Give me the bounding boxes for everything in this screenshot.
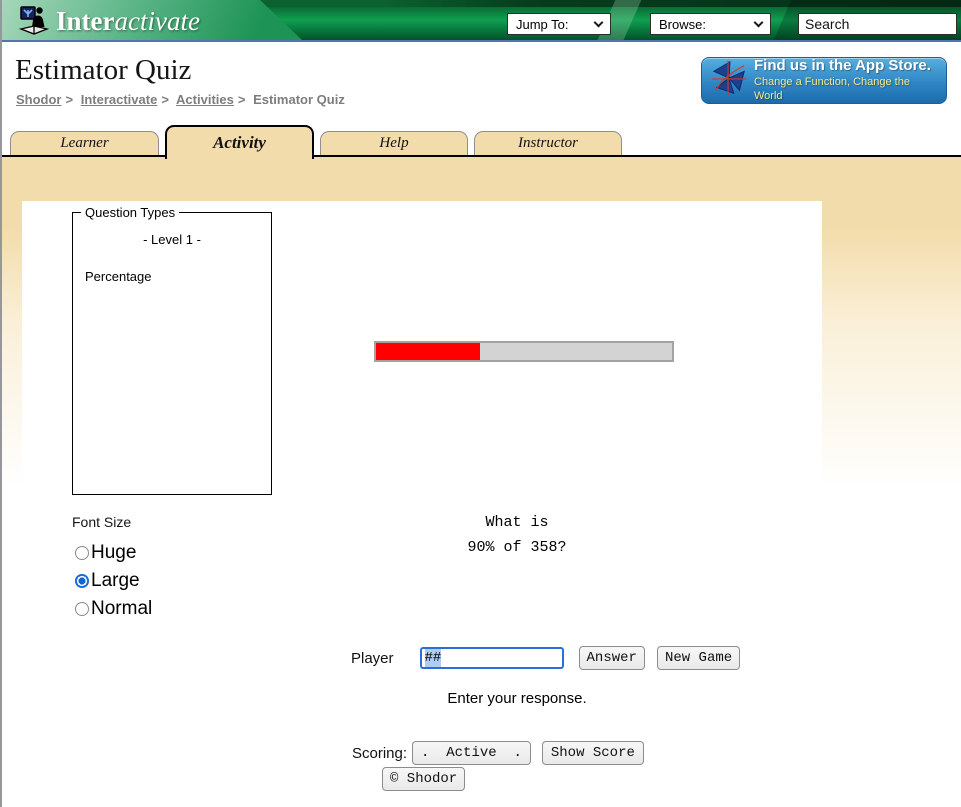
site-header: Interactivate Jump To: Browse:	[2, 0, 961, 42]
page-title: Estimator Quiz	[15, 54, 192, 86]
radio-option-normal[interactable]: Normal	[75, 595, 152, 623]
progress-bar	[374, 341, 674, 362]
question-types-fieldset: Question Types - Level 1 - Percentage	[72, 205, 272, 495]
tab-instructor[interactable]: Instructor	[474, 131, 622, 155]
question-line-2: 90% of 358?	[467, 539, 567, 556]
site-logo[interactable]: Interactivate	[56, 6, 200, 37]
breadcrumb: Shodor > Interactivate > Activities > Estim…	[16, 92, 961, 107]
tab-activity[interactable]: Activity	[165, 125, 314, 159]
logo-section: Interactivate	[2, 0, 302, 40]
chevron-down-icon	[593, 17, 604, 28]
progress-fill	[376, 343, 480, 360]
question-types-legend: Question Types	[85, 205, 176, 220]
radio-option-large[interactable]: Large	[75, 567, 152, 595]
scoring-active-button[interactable]: . Active .	[412, 741, 531, 765]
browse-label: Browse:	[659, 16, 706, 32]
tab-label: Learner	[60, 135, 109, 151]
show-score-button[interactable]: Show Score	[541, 741, 644, 765]
tab-help[interactable]: Help	[320, 131, 468, 155]
font-size-label: Font Size	[72, 514, 132, 530]
interactivate-logo-icon	[18, 4, 50, 41]
jump-to-select[interactable]: Jump To:	[507, 13, 611, 35]
radio-label: Huge	[91, 542, 137, 563]
question-text: What is 90% of 358?	[367, 510, 667, 560]
question-type-percentage: Percentage	[85, 269, 152, 284]
breadcrumb-separator: >	[161, 92, 169, 107]
font-size-radio-group: Huge Large Normal	[75, 539, 152, 623]
player-input[interactable]: ##	[419, 647, 564, 669]
scoring-label: Scoring:	[352, 744, 408, 762]
jump-to-label: Jump To:	[516, 16, 569, 32]
estimator-quiz-applet: Question Types - Level 1 - Percentage Wh…	[22, 201, 822, 807]
scoring-row: Scoring: . Active . Show Score	[352, 740, 644, 766]
chevron-down-icon	[753, 17, 764, 28]
tabs-bottom-rule	[2, 155, 961, 157]
tab-label: Instructor	[518, 135, 578, 151]
radio-icon[interactable]	[75, 602, 89, 616]
radio-label: Normal	[91, 598, 153, 619]
app-store-badge-text: Find us in the App Store. Change a Funct…	[754, 57, 938, 103]
breadcrumb-separator: >	[237, 92, 246, 107]
logo-word-italic: activate	[114, 5, 200, 36]
answer-button[interactable]: Answer	[578, 646, 645, 670]
tabs-row: Learner Activity Help Instructor	[2, 125, 961, 159]
response-hint: Enter your response.	[447, 690, 587, 707]
title-band: Estimator Quiz Shodor > Interactivate > Ac…	[2, 44, 961, 127]
tab-learner[interactable]: Learner	[10, 131, 159, 155]
app-store-logo-icon	[710, 59, 748, 102]
radio-label: Large	[91, 570, 140, 591]
radio-icon[interactable]	[75, 546, 89, 560]
breadcrumb-separator: >	[65, 92, 74, 107]
badge-tagline: Change a Function, Change the World	[754, 76, 910, 102]
content-area: Question Types - Level 1 - Percentage Wh…	[2, 157, 961, 807]
tab-label: Activity	[213, 133, 266, 152]
level-indicator: - Level 1 -	[143, 232, 201, 247]
logo-word-bold: Inter	[56, 5, 115, 36]
breadcrumb-current: Estimator Quiz	[253, 92, 345, 107]
player-input-value: ##	[424, 649, 442, 667]
player-label: Player	[351, 649, 394, 667]
radio-option-huge[interactable]: Huge	[75, 539, 152, 567]
browse-select[interactable]: Browse:	[650, 13, 771, 35]
search-input[interactable]	[798, 13, 957, 35]
player-row: Player ## Answer New Game	[351, 645, 741, 671]
new-game-button[interactable]: New Game	[656, 646, 741, 670]
radio-icon[interactable]	[75, 574, 89, 588]
breadcrumb-activities[interactable]: Activities	[176, 92, 234, 107]
breadcrumb-interactivate[interactable]: Interactivate	[80, 92, 158, 107]
app-store-badge[interactable]: Find us in the App Store. Change a Funct…	[701, 57, 947, 104]
shodor-copyright-button[interactable]: © Shodor	[382, 767, 466, 791]
header-top-strip	[2, 0, 961, 7]
tab-label: Help	[379, 135, 409, 151]
breadcrumb-shodor[interactable]: Shodor	[16, 92, 62, 107]
badge-headline: Find us in the App Store.	[754, 57, 931, 75]
question-line-1: What is	[485, 514, 549, 531]
